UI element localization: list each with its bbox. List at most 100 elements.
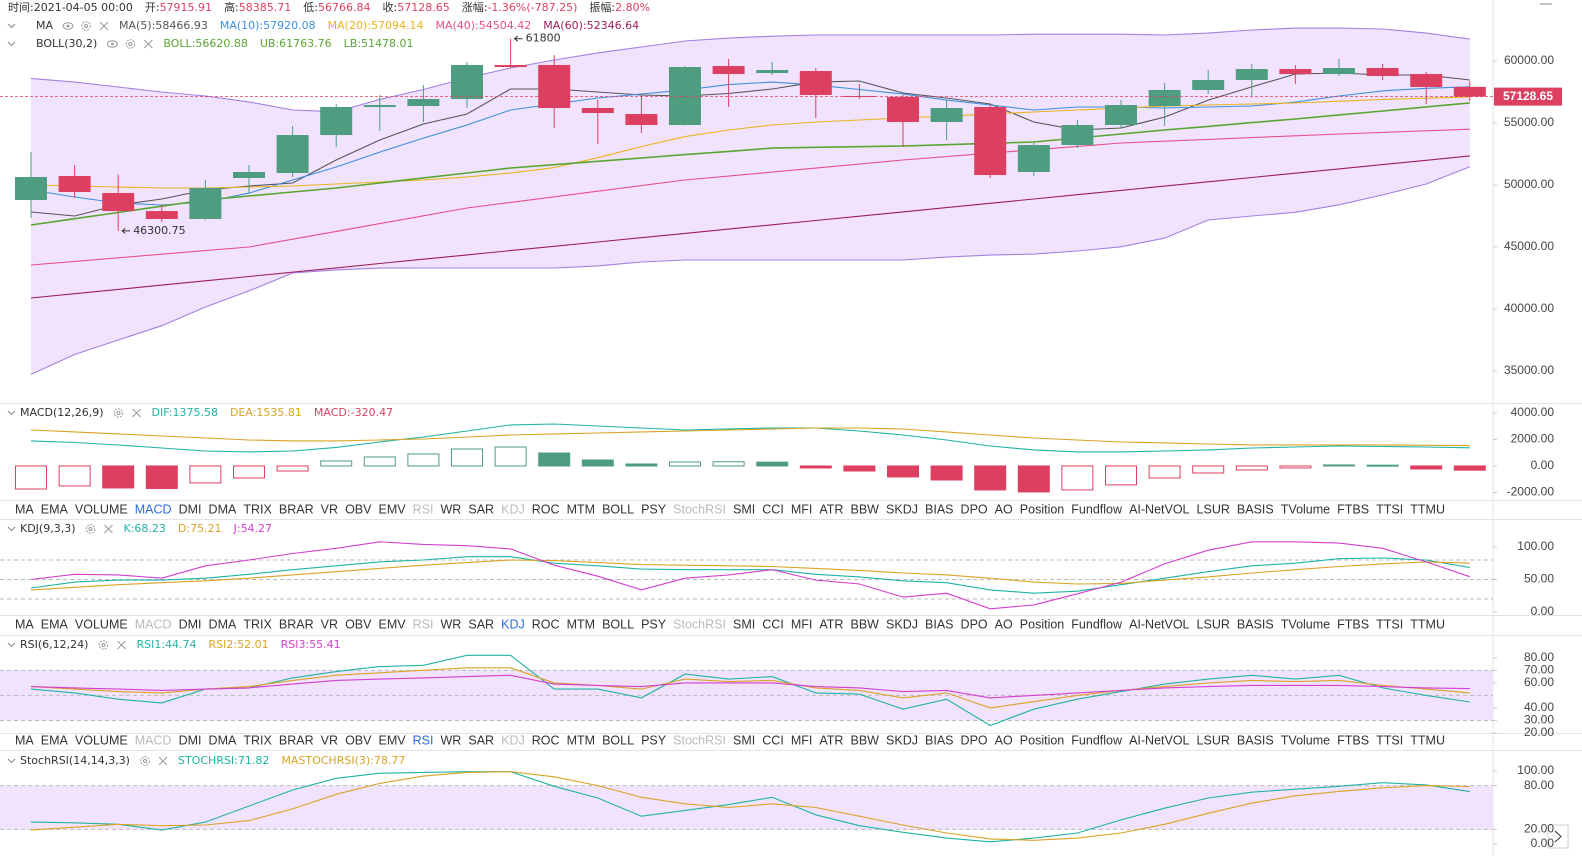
indicator-tab[interactable]: BIAS (925, 502, 954, 516)
indicator-tab[interactable]: VR (321, 733, 338, 747)
indicator-tab[interactable]: OBV (345, 617, 372, 631)
settings-icon[interactable] (85, 524, 96, 534)
indicator-tab[interactable]: LSUR (1197, 733, 1230, 747)
indicator-tab[interactable]: StochRSI (673, 617, 726, 631)
indicator-tab[interactable]: BBW (851, 502, 880, 516)
indicator-tab[interactable]: PSY (641, 617, 667, 631)
indicator-tab[interactable]: EMA (41, 617, 69, 631)
indicator-tab[interactable]: MFI (791, 502, 813, 516)
indicator-tab[interactable]: AI-NetVOL (1129, 617, 1189, 631)
indicator-tab[interactable]: BRAR (279, 617, 314, 631)
indicator-tab[interactable]: BBW (851, 733, 880, 747)
indicator-tab[interactable]: OBV (345, 733, 372, 747)
indicator-tab[interactable]: LSUR (1197, 617, 1230, 631)
indicator-tab[interactable]: MTM (567, 733, 595, 747)
indicator-tab[interactable]: AO (995, 617, 1013, 631)
indicator-tab[interactable]: BOLL (602, 617, 634, 631)
indicator-tab[interactable]: BBW (851, 617, 880, 631)
indicator-tab[interactable]: ATR (819, 617, 843, 631)
indicator-tab[interactable]: SKDJ (886, 733, 918, 747)
indicator-tab[interactable]: BRAR (279, 502, 314, 516)
indicator-tab[interactable]: DMI (179, 502, 202, 516)
indicator-tab[interactable]: BRAR (279, 733, 314, 747)
indicator-tab[interactable]: FTBS (1337, 733, 1369, 747)
indicator-tab[interactable]: MA (15, 617, 34, 631)
scroll-arrow[interactable] (1554, 830, 1562, 843)
indicator-tab[interactable]: AO (995, 733, 1013, 747)
indicator-tab[interactable]: BASIS (1237, 502, 1274, 516)
close-icon[interactable] (158, 756, 168, 766)
indicator-tab[interactable]: VR (321, 617, 338, 631)
indicator-tab[interactable]: ATR (819, 733, 843, 747)
indicator-tab[interactable]: MFI (791, 733, 813, 747)
indicator-tab[interactable]: StochRSI (673, 502, 726, 516)
indicator-tab[interactable]: VR (321, 502, 338, 516)
indicator-tab[interactable]: RSI (413, 733, 434, 747)
indicator-tab[interactable]: ROC (532, 617, 560, 631)
indicator-tab[interactable]: TTMU (1410, 733, 1445, 747)
close-icon[interactable] (99, 21, 109, 31)
indicator-tab[interactable]: TRIX (243, 733, 272, 747)
indicator-tab[interactable]: MA (15, 502, 34, 516)
indicator-tab[interactable]: DMI (179, 617, 202, 631)
visibility-icon-pupil[interactable] (66, 24, 70, 28)
settings-icon[interactable] (98, 640, 109, 650)
indicator-tab[interactable]: KDJ (501, 733, 525, 747)
indicator-tab[interactable]: EMV (379, 502, 407, 516)
settings-icon-core[interactable] (116, 411, 121, 415)
indicator-tab[interactable]: RSI (413, 502, 434, 516)
indicator-tab[interactable]: TTSI (1376, 733, 1403, 747)
indicator-tab[interactable]: TTSI (1376, 617, 1403, 631)
indicator-tab[interactable]: DMI (179, 733, 202, 747)
settings-icon-core[interactable] (88, 527, 93, 531)
indicator-tab[interactable]: LSUR (1197, 502, 1230, 516)
visibility-icon[interactable] (62, 22, 74, 30)
close-icon[interactable] (132, 408, 141, 418)
indicator-tab[interactable]: SAR (468, 617, 494, 631)
collapse-icon[interactable] (7, 526, 16, 532)
indicator-tab[interactable]: OBV (345, 502, 372, 516)
indicator-tab[interactable]: Fundflow (1071, 502, 1123, 516)
indicator-tab[interactable]: EMA (41, 733, 69, 747)
indicator-tab[interactable]: Position (1020, 617, 1065, 631)
indicator-tab[interactable]: TRIX (243, 502, 272, 516)
indicator-tab[interactable]: ATR (819, 502, 843, 516)
scroll-button[interactable] (1547, 824, 1569, 849)
visibility-icon[interactable] (106, 40, 118, 48)
indicator-tab[interactable]: FTBS (1337, 502, 1369, 516)
settings-icon[interactable] (81, 21, 91, 31)
indicator-tab[interactable]: ROC (532, 733, 560, 747)
indicator-tab[interactable]: CCI (762, 617, 784, 631)
settings-icon[interactable] (125, 39, 136, 49)
indicator-tab[interactable]: AI-NetVOL (1129, 502, 1189, 516)
indicator-tab[interactable]: WR (441, 617, 462, 631)
indicator-tab[interactable]: EMA (41, 502, 69, 516)
indicator-tab[interactable]: CCI (762, 733, 784, 747)
indicator-tab[interactable]: TTSI (1376, 502, 1403, 516)
close-icon[interactable] (104, 524, 113, 534)
indicator-tab[interactable]: TTMU (1410, 617, 1445, 631)
indicator-tab[interactable]: EMV (379, 617, 407, 631)
collapse-icon[interactable] (7, 23, 16, 29)
visibility-icon-pupil[interactable] (110, 42, 114, 46)
indicator-tab[interactable]: BIAS (925, 617, 954, 631)
indicator-tab[interactable]: TVolume (1281, 733, 1330, 747)
indicator-tab[interactable]: BIAS (925, 733, 954, 747)
collapse-icon[interactable] (7, 41, 16, 47)
indicator-tab[interactable]: BASIS (1237, 733, 1274, 747)
indicator-tab[interactable]: BOLL (602, 502, 634, 516)
indicator-tab[interactable]: MFI (791, 617, 813, 631)
indicator-tab[interactable]: SKDJ (886, 617, 918, 631)
indicator-tab[interactable]: WR (441, 733, 462, 747)
indicator-tab[interactable]: SMI (733, 733, 755, 747)
indicator-tab[interactable]: DMA (209, 617, 237, 631)
indicator-tab[interactable]: SMI (733, 617, 755, 631)
settings-icon[interactable] (140, 756, 150, 766)
indicator-tab[interactable]: TVolume (1281, 502, 1330, 516)
indicator-tab[interactable]: AI-NetVOL (1129, 733, 1189, 747)
indicator-tab[interactable]: SAR (468, 502, 494, 516)
indicator-tab[interactable]: CCI (762, 502, 784, 516)
indicator-tab[interactable]: DPO (961, 617, 988, 631)
indicator-tab[interactable]: ROC (532, 502, 560, 516)
indicator-tab[interactable]: DMA (209, 733, 237, 747)
